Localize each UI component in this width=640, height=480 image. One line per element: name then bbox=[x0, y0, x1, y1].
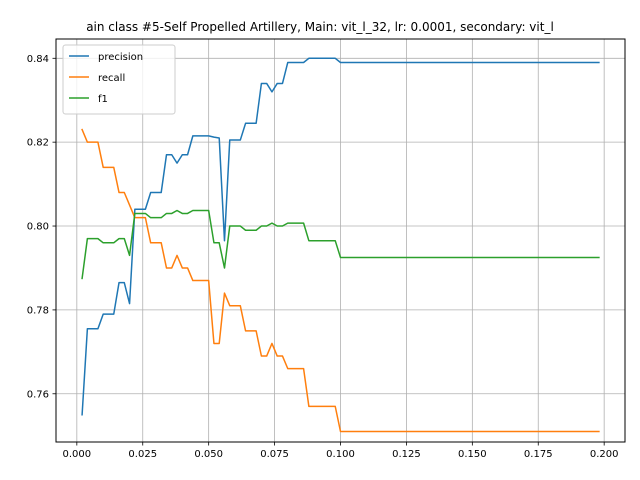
series-line-f1 bbox=[81, 209, 600, 280]
x-tick-label: 0.025 bbox=[128, 449, 157, 460]
x-tick-label: 0.100 bbox=[326, 449, 355, 460]
x-tick-label: 0.050 bbox=[194, 449, 223, 460]
y-tick-label: 0.76 bbox=[27, 389, 49, 400]
y-axis: 0.76 0.78 0.80 0.82 0.84 bbox=[27, 54, 56, 400]
x-axis: 0.000 0.025 0.050 0.075 0.100 0.125 0.150 0.175… bbox=[63, 442, 619, 460]
series-line-recall bbox=[81, 128, 600, 433]
y-tick-label: 0.78 bbox=[27, 305, 49, 316]
y-tick-label: 0.80 bbox=[27, 222, 49, 233]
grid bbox=[56, 39, 625, 442]
series-lines bbox=[81, 57, 600, 433]
legend-label-f1: f1 bbox=[98, 94, 108, 105]
y-tick-label: 0.82 bbox=[27, 138, 49, 149]
x-tick-label: 0.125 bbox=[392, 449, 421, 460]
x-tick-label: 0.075 bbox=[260, 449, 289, 460]
legend-label-recall: recall bbox=[98, 73, 125, 84]
x-tick-label: 0.150 bbox=[458, 449, 487, 460]
legend-label-precision: precision bbox=[98, 52, 143, 63]
x-tick-label: 0.200 bbox=[590, 449, 619, 460]
legend-box bbox=[62, 44, 176, 115]
x-tick-label: 0.000 bbox=[63, 449, 92, 460]
x-tick-label: 0.175 bbox=[524, 449, 553, 460]
series-line-precision bbox=[81, 57, 600, 416]
chart-title: ain class #5-Self Propelled Artillery, M… bbox=[86, 20, 554, 34]
legend: precision recall f1 bbox=[62, 44, 176, 115]
y-tick-label: 0.84 bbox=[27, 54, 49, 65]
